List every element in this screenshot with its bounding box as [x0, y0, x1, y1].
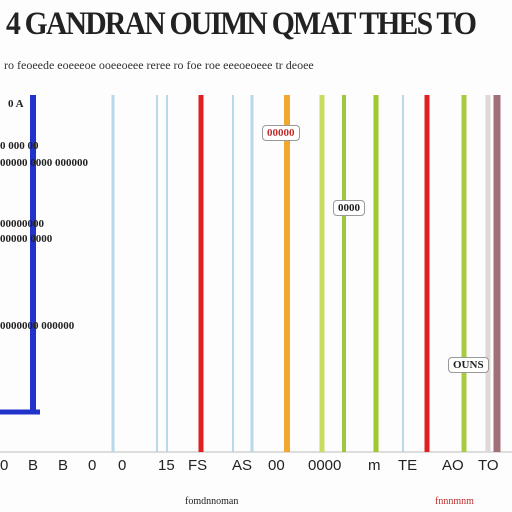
- title: 4 GANDRAN OUIMN QMAT THES TO: [6, 6, 477, 42]
- annotation: 00000 0000: [0, 233, 53, 245]
- axis-label: TE: [398, 457, 418, 474]
- annotation: 00000000: [0, 218, 44, 230]
- label-box: OUNS: [448, 357, 489, 373]
- axis-label: m: [368, 457, 381, 474]
- axis-label: FS: [188, 457, 208, 474]
- footer: fomdnnoman: [185, 496, 239, 507]
- axis-label: 0: [0, 457, 9, 474]
- axis-label: 0000: [308, 457, 342, 474]
- annotation: 00000 0000 000000: [0, 157, 88, 169]
- axis-label: AO: [442, 457, 464, 474]
- annotation: 0 000 00: [0, 140, 39, 152]
- axis-label: TO: [478, 457, 499, 474]
- axis-label: AS: [232, 457, 253, 474]
- axis-label: B: [58, 457, 69, 474]
- axis-label: 15: [158, 457, 175, 474]
- label-box: 00000: [262, 125, 300, 141]
- annotation: 0 A: [8, 98, 24, 110]
- footer: fnnnmnm: [435, 496, 474, 507]
- axis-label: B: [28, 457, 39, 474]
- label-box: 0000: [333, 200, 365, 216]
- annotation: 0000000 000000: [0, 320, 75, 332]
- axis-label: 0: [118, 457, 127, 474]
- subtitle: ro feoeede eoeeeoe ooeeoeee reree ro foe…: [4, 58, 314, 72]
- axis-label: 0: [88, 457, 97, 474]
- axis-label: 00: [268, 457, 285, 474]
